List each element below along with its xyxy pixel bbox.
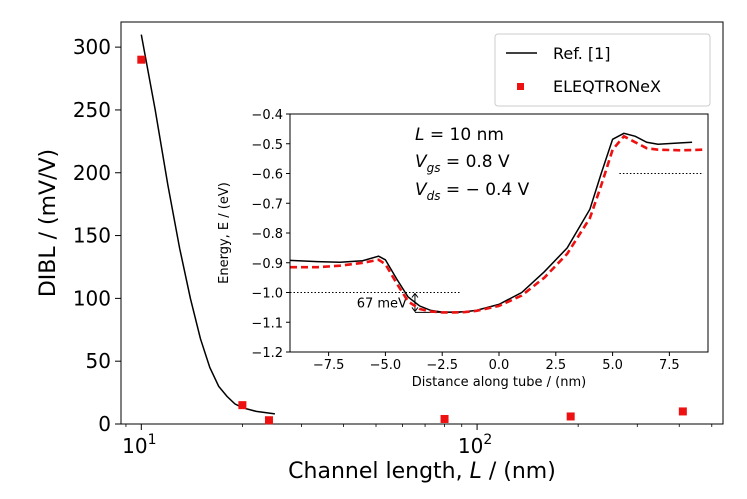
- main-x-axis-label: Channel length, L / (nm): [288, 459, 556, 484]
- y-tick-label: 200: [73, 161, 111, 185]
- inset-y-tick-label: −1.2: [251, 346, 283, 361]
- inset-x-axis-label: Distance along tube / (nm): [412, 375, 586, 390]
- inset-y-tick-label: −0.6: [251, 168, 283, 183]
- legend-label-ref: Ref. [1]: [553, 44, 611, 63]
- annotation-length: L = 10 nm: [415, 125, 504, 145]
- inset-y-tick-label: −0.5: [251, 138, 283, 153]
- inset-eleqtronex-line: [290, 134, 704, 314]
- inset-plot: 67 meV −1.2−1.1−1.0−0.9−0.8−0.7−0.6−0.5−…: [251, 108, 709, 373]
- inset-x-tick-label: 7.5: [659, 358, 680, 373]
- inset-x-tick-label: −5.0: [370, 358, 402, 373]
- inset-background: [290, 114, 708, 352]
- eleqtronex-point: [137, 55, 146, 64]
- inset-x-tick-label: −2.5: [426, 358, 458, 373]
- y-tick-label: 100: [73, 286, 111, 310]
- main-y-axis-label: DIBL / (mV/V): [36, 149, 61, 297]
- inset-y-tick-label: −0.4: [251, 108, 283, 123]
- legend-box: [494, 33, 711, 107]
- y-tick-label: 50: [86, 349, 111, 373]
- inset-x-tick-label: 0.0: [489, 358, 510, 373]
- main-marks: [137, 34, 687, 425]
- main-axes-frame: [120, 21, 724, 425]
- inset-y-tick-label: −0.7: [251, 197, 283, 212]
- gap-arrow-head-bottom: [411, 307, 419, 313]
- eleqtronex-point: [566, 412, 575, 421]
- legend: Ref. [1] ELEQTRONeX: [494, 33, 711, 107]
- eleqtronex-point: [238, 401, 247, 410]
- inset-x-tick-label: 5.0: [602, 358, 623, 373]
- gap-arrow-head-top: [411, 292, 419, 298]
- x-tick-label: 102: [458, 432, 492, 458]
- y-tick-label: 250: [73, 98, 111, 122]
- eleqtronex-point: [264, 416, 273, 425]
- x-tick-label: 101: [122, 432, 156, 458]
- y-tick-label: 0: [98, 412, 111, 436]
- inset-ticks: −1.2 −1.1 −1.0 −0.9 −0.8 −0.7 −0.6 −0.5 −0.4 −7.5…: [251, 108, 679, 373]
- y-tick-label: 150: [73, 224, 111, 248]
- main-ticks: 0 50 100 150 200 250 300 101 102: [73, 35, 713, 458]
- inset-x-tick-label: −7.5: [313, 358, 345, 373]
- eleqtronex-point: [440, 414, 449, 423]
- inset-y-tick-label: −1.1: [251, 316, 283, 331]
- annotation-vds: Vds = − 0.4 V: [415, 180, 530, 203]
- annotation-vgs: Vgs = 0.8 V: [415, 152, 510, 175]
- gap-label: 67 meV: [357, 296, 407, 311]
- inset-y-axis-label: Energy, E / (eV): [217, 182, 232, 284]
- inset-y-tick-label: −1.0: [251, 287, 283, 302]
- inset-y-tick-label: −0.9: [251, 257, 283, 272]
- legend-label-eleqtronex: ELEQTRONeX: [553, 77, 661, 96]
- legend-marker-eleqtronex: [517, 83, 524, 90]
- eleqtronex-point: [678, 407, 687, 416]
- inset-marks: 67 meV: [289, 132, 704, 314]
- inset-y-tick-label: −0.8: [251, 227, 283, 242]
- y-tick-label: 300: [73, 35, 111, 59]
- inset-x-tick-label: 2.5: [545, 358, 566, 373]
